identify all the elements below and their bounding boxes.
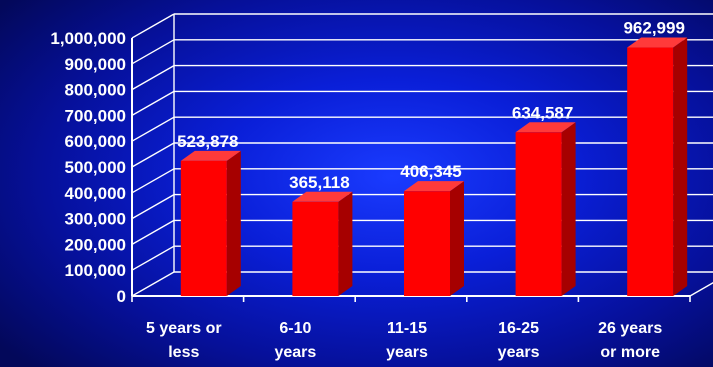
y-tick-label: 600,000 <box>65 132 126 151</box>
bar-side <box>338 191 353 296</box>
category-label-line: 11-15 <box>387 320 427 337</box>
category-label-line: 6-10 <box>279 320 311 337</box>
data-label: 406,345 <box>400 162 461 181</box>
bar <box>627 37 688 296</box>
gridline-wall <box>131 245 175 271</box>
category-label-line: 16-25 <box>498 320 539 337</box>
bar-side <box>561 122 576 296</box>
gridline-wall <box>131 271 175 297</box>
y-axis-tick-labels: 0 100,000 200,000 300,000 400,000 500,000 600,… <box>50 29 126 306</box>
gridline-wall <box>131 90 175 117</box>
category-label-line: years <box>274 344 316 361</box>
bar <box>404 181 464 296</box>
gridline-wall <box>131 193 175 220</box>
category-label-line: 26 years <box>598 320 662 337</box>
y-tick-label: 500,000 <box>65 158 126 177</box>
bar-top <box>180 150 241 161</box>
bar-top <box>515 122 576 133</box>
y-tick-label: 700,000 <box>65 106 126 125</box>
bar-top <box>404 181 464 192</box>
bar-front <box>627 47 674 296</box>
gridline-wall <box>131 13 175 39</box>
y-tick-label: 900,000 <box>65 55 126 74</box>
category-label: 6-10 years <box>274 320 316 361</box>
gridline-wall <box>131 39 175 65</box>
category-label-line: less <box>168 344 199 361</box>
y-tick-label: 100,000 <box>65 261 126 280</box>
bar-side <box>226 150 241 296</box>
bar-front <box>404 191 450 296</box>
bar-top <box>292 191 353 202</box>
bars <box>180 37 688 296</box>
data-labels: 523,878 365,118 406,345 634,587 962,999 <box>177 19 685 192</box>
gridline-wall <box>131 219 175 246</box>
data-label: 962,999 <box>623 19 684 38</box>
category-label-line: years <box>386 344 428 361</box>
gridline-wall <box>131 142 175 168</box>
gridline-wall <box>131 168 175 194</box>
bar-front <box>515 132 562 296</box>
y-tick-label: 300,000 <box>65 210 126 229</box>
bar-front <box>292 201 339 296</box>
category-label-line: or more <box>600 344 660 361</box>
y-tick-label: 200,000 <box>65 235 126 254</box>
y-tick-label: 0 <box>117 287 126 306</box>
bar <box>292 191 353 296</box>
bar-side <box>673 37 688 296</box>
y-tick-label: 400,000 <box>65 184 126 203</box>
y-tick-label: 800,000 <box>65 81 126 100</box>
gridline-wall <box>131 116 175 142</box>
category-label-line: years <box>498 344 540 361</box>
category-label: 11-15 years <box>386 320 428 361</box>
floor-right-edge <box>689 282 713 297</box>
data-label: 634,587 <box>512 103 573 122</box>
category-label: 5 years or less <box>146 320 222 361</box>
gridline-wall <box>131 64 175 91</box>
bar-side <box>450 181 464 296</box>
data-label: 365,118 <box>289 173 350 192</box>
category-label-line: 5 years or <box>146 320 222 337</box>
data-label: 523,878 <box>177 132 238 151</box>
category-label: 16-25 years <box>498 320 540 361</box>
bar <box>180 150 241 296</box>
y-tick-label: 1,000,000 <box>50 29 126 48</box>
bar-front <box>180 160 227 296</box>
bar-top <box>627 37 688 48</box>
bar <box>515 122 576 296</box>
category-label: 26 years or more <box>598 320 662 361</box>
x-axis-category-labels: 5 years or less 6-10 years 11-15 years 16-25 ye… <box>146 320 662 361</box>
